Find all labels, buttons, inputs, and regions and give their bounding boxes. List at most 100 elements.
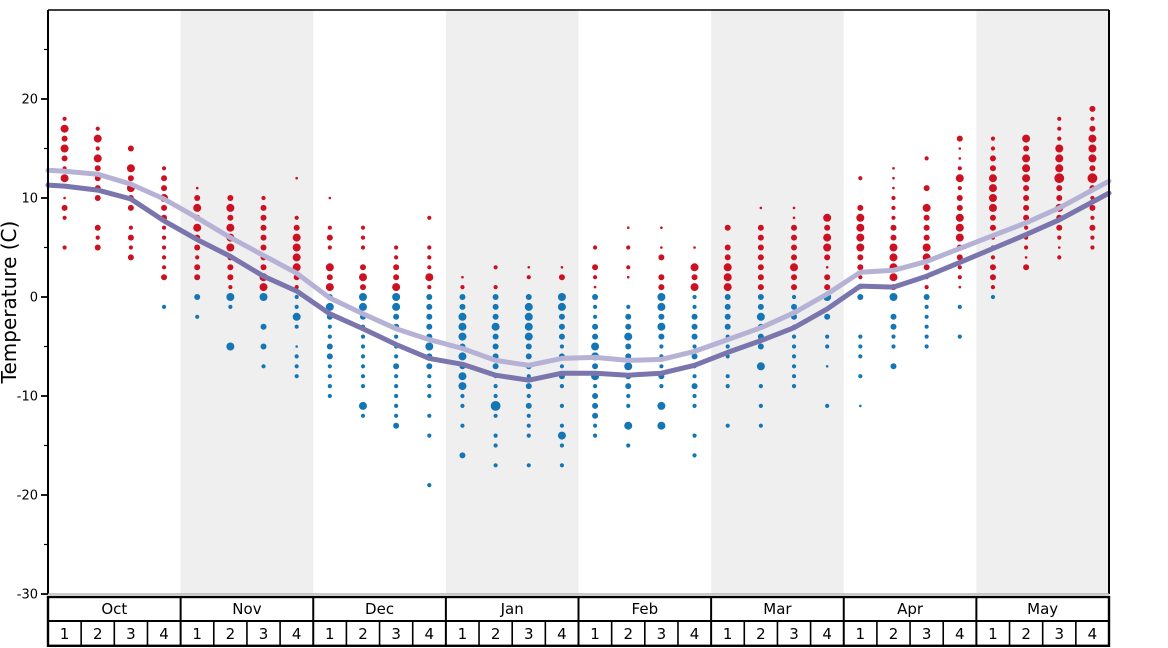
- blue-temp-dot: [458, 322, 467, 331]
- red-temp-dot: [1056, 224, 1063, 231]
- blue-temp-dot: [692, 374, 697, 379]
- month-label-dec: Dec: [365, 600, 394, 618]
- blue-temp-dot: [791, 384, 797, 389]
- red-temp-dot: [891, 205, 896, 210]
- blue-temp-dot: [458, 372, 467, 381]
- blue-temp-dot: [692, 453, 697, 458]
- red-temp-dot: [1088, 154, 1097, 163]
- lower_average_line: [45, 182, 1112, 383]
- red-temp-dot: [127, 145, 134, 152]
- red-temp-dot: [1022, 134, 1031, 143]
- red-temp-dot: [161, 175, 168, 182]
- red-temp-dot: [955, 213, 964, 222]
- red-temp-dot: [1022, 154, 1031, 163]
- dot-column-oct-w4: [160, 166, 169, 309]
- blue-temp-dot: [492, 294, 499, 300]
- red-temp-dot: [1088, 144, 1097, 153]
- red-temp-dot: [427, 285, 432, 290]
- blue-temp-dot: [990, 294, 996, 300]
- red-temp-dot: [857, 264, 864, 271]
- blue-temp-dot: [592, 333, 599, 340]
- blue-temp-dot: [526, 463, 531, 468]
- blue-temp-dot: [492, 333, 499, 340]
- blue-temp-dot: [725, 344, 730, 349]
- red-temp-dot: [757, 234, 764, 241]
- red-temp-dot: [1057, 246, 1061, 249]
- red-temp-dot: [592, 245, 598, 250]
- blue-temp-dot: [394, 413, 399, 418]
- red-temp-dot: [693, 246, 696, 249]
- blue-temp-dot: [659, 364, 664, 369]
- blue-temp-dot: [725, 374, 730, 379]
- red-temp-dot: [790, 263, 799, 272]
- blue-temp-dot: [458, 382, 467, 391]
- blue-temp-dot: [459, 303, 466, 310]
- blue-temp-dot: [493, 384, 498, 389]
- red-temp-dot: [626, 245, 631, 250]
- month-label-mar: Mar: [763, 600, 792, 618]
- blue-temp-dot: [657, 421, 666, 430]
- red-temp-dot: [922, 243, 931, 252]
- dot-column-dec-w3: [392, 245, 401, 429]
- blue-temp-dot: [459, 452, 466, 459]
- blue-temp-dot: [890, 363, 897, 370]
- red-temp-dot: [1024, 245, 1029, 250]
- blue-temp-dot: [460, 393, 465, 399]
- blue-temp-dot: [692, 433, 697, 438]
- red-temp-dot: [791, 234, 798, 241]
- red-temp-dot: [626, 265, 631, 270]
- red-temp-dot: [923, 234, 930, 241]
- red-temp-dot: [958, 157, 962, 160]
- blue-temp-dot: [691, 333, 698, 340]
- red-temp-dot: [724, 244, 731, 251]
- blue-temp-dot: [360, 334, 366, 339]
- blue-temp-dot: [460, 403, 465, 408]
- y-tick-label: 0: [30, 291, 38, 306]
- blue-temp-dot: [294, 354, 299, 359]
- blue-temp-dot: [692, 403, 697, 408]
- blue-temp-dot: [558, 313, 565, 320]
- blue-temp-dot: [890, 313, 897, 320]
- blue-temp-dot: [358, 401, 367, 410]
- red-temp-dot: [94, 195, 101, 201]
- red-temp-dot: [558, 274, 565, 281]
- blue-temp-dot: [559, 364, 565, 369]
- red-temp-dot: [792, 206, 796, 210]
- red-temp-dot: [161, 235, 167, 240]
- dot-column-mar-w1: [723, 224, 732, 428]
- blue-temp-dot: [492, 303, 499, 310]
- red-temp-dot: [1022, 164, 1031, 173]
- red-temp-dot: [792, 216, 796, 220]
- week-label: 1: [988, 625, 998, 643]
- red-temp-dot: [889, 243, 898, 252]
- red-temp-dot: [690, 283, 699, 292]
- week-label: 4: [822, 625, 832, 643]
- blue-temp-dot: [493, 433, 498, 438]
- blue-temp-dot: [657, 322, 666, 331]
- blue-temp-dot: [591, 342, 600, 351]
- blue-temp-dot: [592, 393, 599, 399]
- blue-temp-dot: [493, 393, 498, 399]
- blue-temp-dot: [592, 384, 598, 389]
- blue-temp-dot: [592, 314, 598, 319]
- blue-temp-dot: [791, 334, 797, 339]
- red-temp-dot: [227, 195, 234, 201]
- red-temp-dot: [660, 246, 663, 249]
- red-temp-dot: [1023, 195, 1030, 201]
- red-temp-dot: [195, 255, 200, 260]
- red-temp-dot: [824, 254, 831, 261]
- blue-temp-dot: [626, 443, 631, 448]
- red-temp-dot: [161, 185, 168, 192]
- red-temp-dot: [360, 245, 366, 250]
- red-temp-dot: [95, 146, 100, 151]
- month-label-jan: Jan: [500, 600, 524, 618]
- blue-temp-dot: [559, 384, 565, 389]
- red-temp-dot: [958, 147, 962, 150]
- blue-temp-dot: [624, 421, 633, 430]
- blue-temp-dot: [889, 293, 898, 301]
- red-temp-dot: [228, 285, 233, 290]
- red-temp-dot: [955, 223, 964, 232]
- red-temp-dot: [161, 225, 167, 230]
- red-temp-dot: [791, 254, 798, 261]
